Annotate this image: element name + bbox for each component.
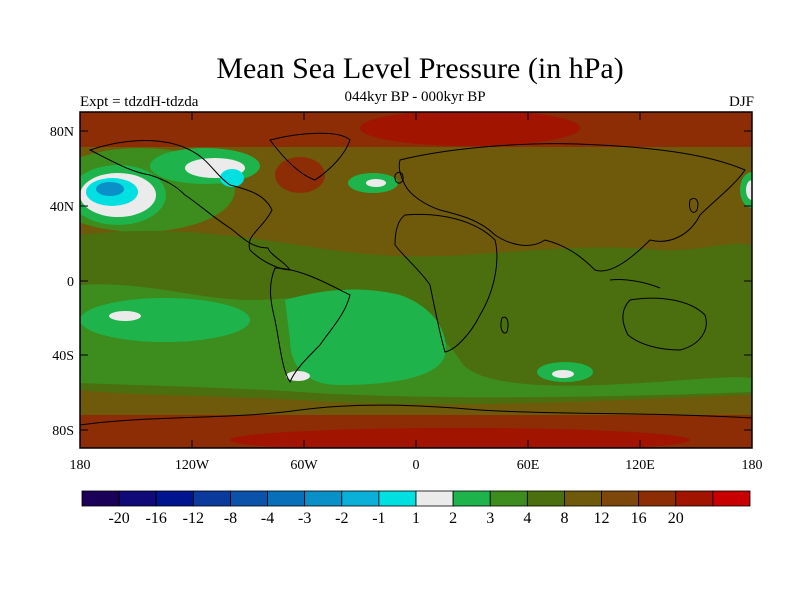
- colorbar-swatch: [564, 490, 602, 507]
- coastlines: [80, 132, 752, 426]
- coast-south-america: [270, 267, 351, 384]
- map-subtitle: 044kyr BP - 000kyr BP: [344, 89, 486, 105]
- coast-greenland: [269, 132, 351, 181]
- colorbar-swatch: [415, 490, 454, 507]
- colorbar: -20 -16 -12 -8 -4 -3 -2 -1 1 2 3 4 8 12 16 20: [81, 490, 751, 527]
- lat-label: 80S: [52, 424, 74, 439]
- field-south-atlantic-white: [286, 371, 310, 381]
- colorbar-label: 16: [631, 510, 647, 527]
- coast-indonesia: [609, 279, 661, 289]
- coast-british-isles: [394, 171, 404, 184]
- colorbar-swatch: [378, 490, 417, 507]
- colorbar-swatch: [192, 490, 231, 507]
- colorbar-swatch: [712, 490, 751, 507]
- colorbar-swatch: [230, 490, 268, 507]
- lat-label: 40N: [50, 200, 74, 215]
- coast-australia: [622, 297, 707, 351]
- lon-label: 60W: [290, 458, 318, 473]
- field-aleutian-blue: [96, 182, 124, 196]
- latitude-axis: 80N 40N 0 40S 80S: [50, 125, 752, 439]
- colorbar-swatch: [638, 490, 677, 507]
- coast-japan: [689, 197, 699, 213]
- lat-label: 40S: [52, 349, 74, 364]
- colorbar-label: 12: [594, 510, 610, 527]
- field-south-pacific-bright: [80, 298, 250, 342]
- colorbar-swatch: [304, 490, 343, 507]
- colorbar-label: 2: [449, 510, 457, 527]
- lon-label: 120W: [175, 458, 210, 473]
- lon-label: 60E: [517, 458, 540, 473]
- colorbar-swatch: [452, 490, 491, 507]
- field-arctic-high: [360, 112, 580, 146]
- colorbar-label: 1: [412, 510, 420, 527]
- lon-label: 120E: [625, 458, 655, 473]
- colorbar-swatch: [155, 490, 194, 507]
- pressure-field: [80, 112, 752, 448]
- colorbar-label: -3: [298, 510, 311, 527]
- season-label: DJF: [728, 94, 754, 110]
- colorbar-swatch: [267, 490, 306, 507]
- colorbar-swatch: [675, 490, 714, 507]
- colorbar-swatch: [601, 490, 640, 507]
- lon-label: 0: [413, 458, 420, 473]
- field-north-atlantic-red: [275, 157, 325, 193]
- colorbar-label: 20: [668, 510, 684, 527]
- colorbar-swatch: [81, 490, 120, 507]
- colorbar-label: -1: [372, 510, 385, 527]
- field-antarctic-high: [230, 428, 690, 448]
- colorbar-swatch: [526, 490, 565, 507]
- lat-label: 0: [67, 275, 74, 290]
- coast-eurasia: [398, 143, 746, 272]
- colorbar-swatch: [341, 490, 380, 507]
- colorbar-label: -8: [224, 510, 237, 527]
- map-title: Mean Sea Level Pressure (in hPa): [216, 52, 624, 85]
- colorbar-swatch: [489, 490, 528, 507]
- lon-label: 180: [742, 458, 763, 473]
- colorbar-label: -12: [183, 510, 204, 527]
- field-laurentide-cyan: [220, 169, 244, 187]
- coast-africa: [394, 213, 498, 353]
- field-kamchatka-white: [746, 180, 752, 200]
- lat-label: 80N: [50, 125, 74, 140]
- field-south-pacific-white: [109, 311, 141, 321]
- field-south-indian-white: [552, 370, 574, 378]
- lon-label: 180: [70, 458, 91, 473]
- colorbar-label: 8: [560, 510, 568, 527]
- colorbar-label: 3: [486, 510, 494, 527]
- field-south-atlantic-bright: [285, 289, 446, 385]
- colorbar-swatch: [118, 490, 157, 507]
- coast-madagascar: [500, 316, 509, 334]
- colorbar-label: -16: [146, 510, 167, 527]
- colorbar-label: -4: [261, 510, 274, 527]
- field-north-atlantic-white: [366, 179, 386, 187]
- colorbar-label: -2: [335, 510, 348, 527]
- longitude-axis: 180 120W 60W 0 60E 120E 180: [70, 112, 763, 473]
- colorbar-label: -20: [108, 510, 129, 527]
- colorbar-label: 4: [523, 510, 531, 527]
- coast-antarctica: [80, 404, 752, 426]
- experiment-label: Expt = tdzdH-tdzda: [80, 94, 199, 110]
